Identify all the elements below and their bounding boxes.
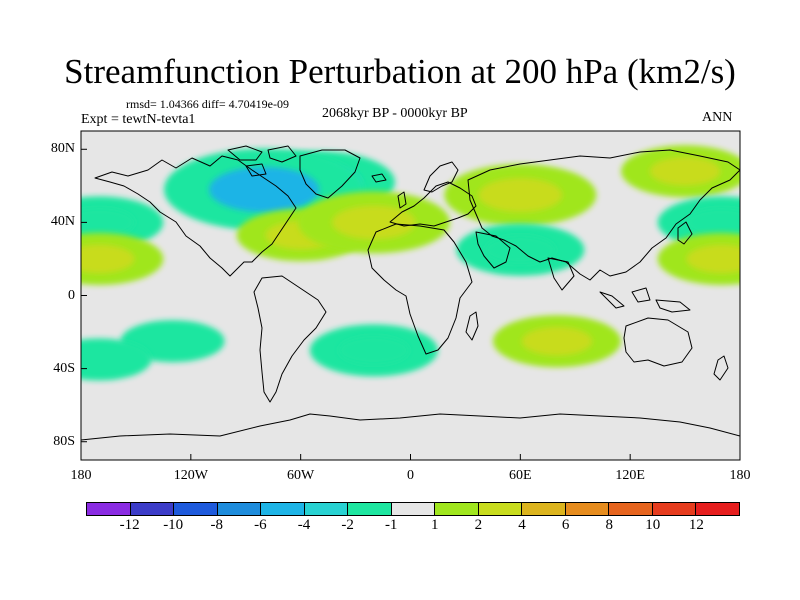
colorbar-swatch — [565, 503, 610, 515]
colorbar-label: -8 — [210, 517, 224, 533]
coastline-indonesia — [599, 287, 691, 313]
colorbar-label: -10 — [163, 517, 184, 533]
coastline-antarctica — [81, 413, 740, 460]
coastline-madagascar — [465, 311, 479, 341]
coastline-japan — [677, 221, 693, 245]
colorbar-label: 8 — [605, 517, 613, 533]
coastline-scandinavia — [423, 161, 459, 193]
colorbar-swatch — [478, 503, 523, 515]
y-tick-label: 40N — [50, 214, 75, 230]
colorbar-swatch — [696, 503, 739, 515]
coastline-british-isles — [397, 191, 407, 209]
colorbar-swatch — [217, 503, 262, 515]
anomaly-core — [649, 156, 721, 186]
coastline-arabia — [475, 231, 511, 269]
colorbar-swatch — [261, 503, 305, 515]
plot-title: Streamfunction Perturbation at 200 hPa (… — [64, 52, 736, 91]
colorbar-swatch — [522, 503, 566, 515]
colorbar-swatch — [304, 503, 349, 515]
colorbar-swatch — [130, 503, 175, 515]
y-tick-label: 0 — [68, 287, 75, 303]
colorbar-label: -4 — [297, 517, 311, 533]
y-tick-label: 80N — [50, 141, 75, 157]
stats-text: rmsd= 1.04366 diff= 4.70419e-09 — [126, 97, 289, 111]
colorbar-swatch — [348, 503, 392, 515]
anomaly-core — [81, 244, 135, 274]
colorbar-swatch — [435, 503, 479, 515]
axis-ticks — [80, 148, 741, 460]
coastline-europe — [389, 181, 477, 227]
coastline-asia — [467, 149, 740, 281]
colorbar-label: -6 — [254, 517, 267, 533]
coastline-africa — [367, 223, 473, 355]
x-tick-label: 180 — [729, 468, 751, 483]
colorbar-swatch — [174, 503, 218, 515]
coastline-arctic-islands — [227, 145, 297, 177]
colorbar-label: 2 — [474, 517, 483, 533]
experiment-label: Expt = tewtN-tevta1 — [81, 112, 196, 127]
y-tick-label: 80S — [53, 433, 75, 449]
colorbar-swatch — [87, 503, 131, 515]
anomaly-core — [81, 208, 135, 237]
colorbar-label: -12 — [119, 517, 140, 533]
coastline-australia — [623, 317, 693, 367]
colorbar-label: 12 — [688, 517, 704, 533]
x-tick-label: 60W — [287, 468, 315, 483]
anomaly-core — [478, 177, 563, 213]
anomaly-core — [686, 244, 740, 274]
anomaly-region — [81, 338, 152, 381]
colorbar-label: 6 — [561, 517, 570, 533]
colorbar-label: 10 — [645, 517, 661, 533]
x-tick-label: 0 — [407, 468, 414, 483]
x-tick-label: 180 — [70, 468, 92, 483]
season-label: ANN — [702, 110, 733, 125]
coastline-india — [547, 257, 575, 291]
colorbar-swatch — [652, 503, 697, 515]
anomaly-core — [338, 336, 410, 365]
coastline-greenland — [299, 149, 361, 199]
x-tick-label: 120E — [615, 468, 645, 483]
coastline-layer — [81, 145, 740, 460]
anomaly-core — [209, 166, 320, 213]
anomaly-core — [521, 326, 593, 356]
anomaly-core — [332, 205, 416, 240]
x-tick-label: 120W — [173, 468, 208, 483]
colorbar — [86, 502, 740, 516]
coastline-iceland — [371, 173, 387, 183]
colorbar-label: 4 — [518, 517, 526, 533]
period-label: 2068kyr BP - 0000kyr BP — [322, 106, 468, 121]
colorbar-swatch — [391, 503, 436, 515]
y-tick-label: 40S — [53, 360, 75, 376]
colorbar-swatch — [609, 503, 653, 515]
anomaly-core — [686, 208, 740, 237]
coastline-north-america — [94, 155, 297, 277]
coastline-south-america — [253, 275, 327, 403]
coastline-new-zealand — [713, 355, 729, 381]
colorbar-label: -1 — [384, 517, 398, 533]
colorbar-label: 1 — [431, 517, 439, 533]
colorbar-label: -2 — [341, 517, 354, 533]
x-tick-label: 60E — [509, 468, 532, 483]
